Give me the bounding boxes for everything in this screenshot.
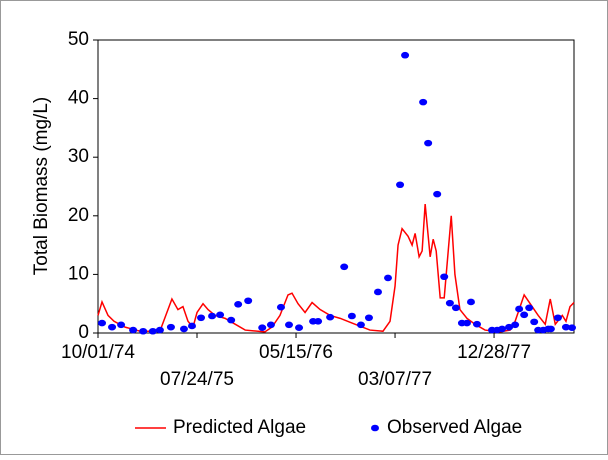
observed-point — [498, 325, 507, 333]
observed-point — [505, 323, 514, 331]
observed-point — [440, 273, 449, 281]
observed-point — [208, 312, 217, 320]
observed-point — [546, 325, 555, 333]
observed-point — [530, 318, 539, 326]
observed-point — [285, 321, 294, 329]
observed-point — [364, 314, 373, 322]
observed-point — [276, 303, 285, 311]
observed-point — [511, 321, 520, 329]
observed-point — [451, 304, 460, 312]
observed-point — [445, 299, 454, 307]
x-tick-label: 10/01/74 — [61, 342, 135, 363]
observed-point — [396, 181, 405, 189]
observed-point — [139, 327, 148, 335]
observed-point — [553, 314, 562, 322]
observed-point — [525, 304, 534, 312]
y-tick-label: 0 — [78, 322, 89, 343]
observed-point — [462, 319, 471, 327]
observed-point — [244, 297, 253, 305]
observed-point — [179, 325, 188, 333]
observed-point — [356, 321, 365, 329]
x-tick-label: 07/24/75 — [160, 369, 234, 390]
y-tick-label: 30 — [68, 146, 89, 167]
observed-point — [234, 300, 243, 308]
observed-point — [117, 321, 126, 329]
x-tick-label: 03/07/77 — [358, 369, 432, 390]
observed-point — [295, 324, 304, 332]
observed-point — [129, 326, 138, 334]
observed-point — [326, 313, 335, 321]
y-tick-label: 40 — [68, 88, 89, 109]
observed-point — [197, 314, 206, 322]
x-tick-label: 05/15/76 — [259, 342, 333, 363]
observed-point — [216, 311, 225, 319]
observed-point — [258, 324, 267, 332]
legend-label: Predicted Algae — [173, 417, 306, 438]
y-tick-label: 10 — [68, 263, 89, 284]
plot-area — [97, 39, 575, 334]
y-axis-label: Total Biomass (mg/L) — [31, 97, 52, 275]
observed-point — [567, 324, 576, 332]
observed-point — [266, 321, 275, 329]
y-tick-label: 20 — [68, 205, 89, 226]
observed-point — [373, 288, 382, 296]
observed-point — [520, 311, 529, 319]
y-tick-label: 50 — [68, 29, 89, 50]
observed-point — [384, 274, 393, 282]
observed-point — [108, 323, 117, 331]
legend-swatch — [371, 424, 379, 432]
observed-point — [515, 305, 524, 313]
observed-point — [472, 320, 481, 328]
observed-point — [433, 190, 442, 198]
observed-point — [347, 312, 356, 320]
observed-point — [155, 326, 164, 334]
observed-point — [166, 323, 175, 331]
observed-point — [466, 298, 475, 306]
x-tick-label: 12/28/77 — [457, 342, 531, 363]
observed-point — [187, 322, 196, 330]
observed-point — [561, 323, 570, 331]
observed-point — [98, 319, 107, 327]
observed-point — [401, 51, 410, 59]
observed-point — [424, 139, 433, 147]
observed-point — [419, 98, 428, 106]
observed-point — [340, 263, 349, 271]
observed-point — [227, 316, 236, 324]
observed-point — [314, 317, 323, 325]
legend-label: Observed Algae — [387, 417, 522, 438]
observed-point — [148, 327, 157, 335]
